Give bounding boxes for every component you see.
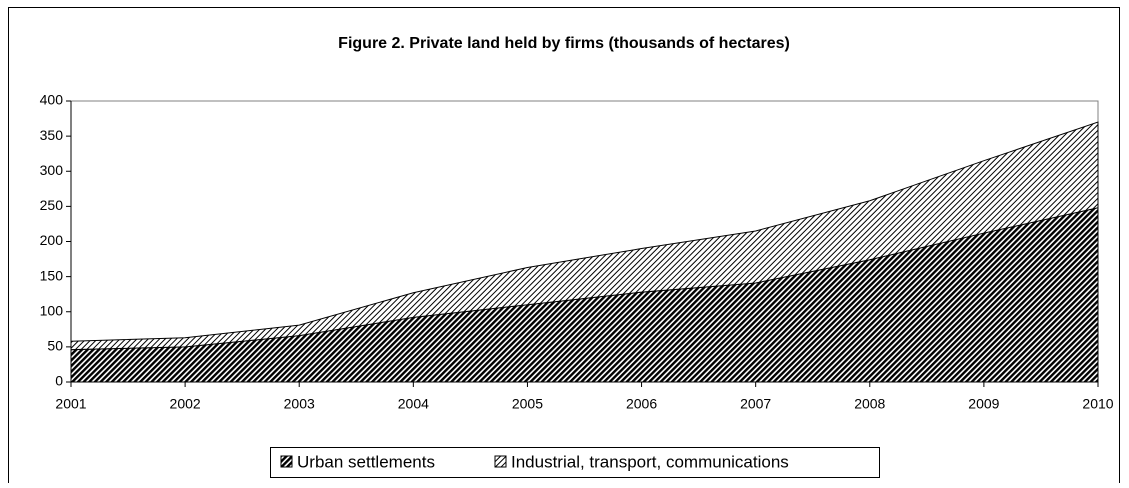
y-tick-label: 350 [40, 127, 64, 143]
y-tick-label: 250 [40, 197, 64, 213]
legend-label: Urban settlements [297, 452, 435, 471]
y-tick-label: 400 [40, 92, 64, 108]
y-tick-label: 100 [40, 302, 64, 318]
legend [270, 447, 880, 478]
x-tick-label: 2002 [170, 396, 201, 412]
x-tick-label: 2009 [968, 396, 999, 412]
legend-label: Industrial, transport, communications [511, 452, 789, 471]
y-tick-label: 150 [40, 267, 64, 283]
legend-entries: Urban settlements Industrial, transport, … [280, 452, 789, 471]
y-tick-label: 200 [40, 232, 64, 248]
area [70, 121, 1099, 351]
plot-area: 0 50 100 150 200 250 300 350 400 2001 2002 2003 2004… [40, 92, 1114, 412]
y-tick-label: 0 [55, 373, 63, 389]
x-tick-label: 2003 [284, 396, 315, 412]
y-tick-label: 50 [47, 338, 63, 354]
x-tick-label: 2007 [740, 396, 771, 412]
legend-swatch [280, 455, 293, 468]
x-tick-label: 2006 [626, 396, 657, 412]
x-tick-label: 2001 [55, 396, 86, 412]
x-tick-label: 2004 [398, 396, 429, 412]
x-tick-label: 2010 [1082, 396, 1113, 412]
legend-swatch [494, 455, 507, 468]
y-tick-label: 300 [40, 162, 64, 178]
chart-title: Figure 2. Private land held by firms (th… [338, 35, 790, 52]
x-tick-label: 2008 [854, 396, 885, 412]
x-tick-label: 2005 [512, 396, 543, 412]
